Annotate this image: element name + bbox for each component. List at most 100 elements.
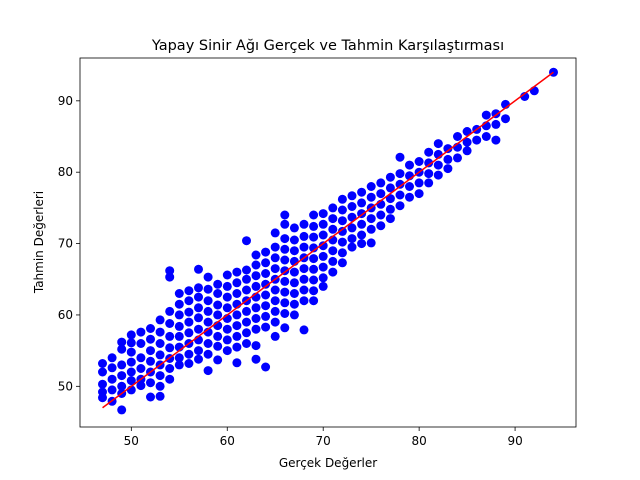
data-point-62: [184, 286, 194, 296]
data-point-226: [366, 214, 376, 224]
data-point-16: [117, 405, 127, 415]
data-point-11: [117, 344, 127, 354]
data-point-186: [309, 275, 319, 285]
data-point-209: [337, 248, 347, 258]
data-point-234: [385, 172, 395, 182]
data-points: [98, 67, 558, 415]
data-point-47: [165, 306, 175, 316]
data-point-80: [203, 284, 213, 294]
data-point-267: [462, 137, 472, 147]
data-point-139: [261, 322, 271, 332]
data-point-110: [232, 331, 242, 341]
data-point-65: [184, 317, 194, 327]
data-point-99: [222, 303, 232, 313]
data-point-66: [184, 328, 194, 338]
data-point-75: [194, 324, 203, 334]
data-point-108: [232, 310, 242, 320]
data-point-71: [194, 283, 203, 293]
data-point-2: [98, 379, 107, 389]
data-point-208: [337, 237, 347, 247]
data-point-212: [347, 202, 357, 211]
data-point-14: [117, 381, 127, 391]
data-point-238: [385, 214, 395, 224]
y-tick-label-70: 70: [58, 237, 73, 251]
data-point-278: [501, 114, 510, 124]
data-point-49: [165, 331, 175, 341]
data-point-256: [433, 139, 443, 149]
data-point-149: [270, 317, 280, 327]
data-point-85: [203, 339, 213, 348]
data-point-213: [347, 212, 357, 222]
data-point-217: [357, 187, 367, 197]
data-point-114: [242, 265, 251, 275]
data-point-8: [107, 385, 117, 395]
data-point-255: [424, 178, 434, 188]
data-point-241: [395, 179, 405, 189]
data-point-260: [443, 144, 453, 154]
data-point-60: [174, 353, 184, 363]
data-point-50: [165, 343, 175, 353]
data-point-190: [318, 219, 328, 229]
x-tick-label-50: 50: [124, 434, 139, 448]
data-point-185: [309, 264, 319, 274]
data-point-44: [155, 391, 165, 401]
x-axis-label: Gerçek Değerler: [279, 456, 377, 470]
data-point-170: [289, 310, 299, 320]
data-point-154: [280, 244, 290, 254]
data-point-236: [385, 194, 395, 204]
data-point-132: [261, 247, 271, 257]
y-tick-label-50: 50: [58, 379, 73, 393]
data-point-215: [347, 234, 357, 244]
data-point-147: [270, 296, 280, 306]
data-point-169: [289, 299, 299, 309]
data-point-45: [165, 266, 175, 276]
data-point-162: [289, 223, 299, 233]
data-point-125: [251, 281, 261, 291]
data-point-148: [270, 306, 280, 316]
data-point-201: [328, 246, 338, 256]
data-point-146: [270, 285, 280, 295]
data-point-127: [251, 303, 261, 313]
data-point-73: [194, 303, 203, 313]
data-point-68: [184, 349, 194, 359]
data-point-4: [98, 393, 107, 403]
data-point-150: [270, 331, 280, 341]
data-point-54: [174, 289, 184, 298]
data-point-105: [232, 278, 242, 288]
y-tick-label-90: 90: [58, 94, 73, 108]
data-point-46: [165, 272, 175, 282]
y-tick-label-60: 60: [58, 308, 73, 322]
data-point-120: [242, 328, 251, 338]
data-point-39: [155, 339, 165, 348]
chart-title: Yapay Sinir Ağı Gerçek ve Tahmin Karşıla…: [151, 38, 504, 54]
data-point-91: [213, 310, 223, 320]
data-point-220: [357, 219, 367, 229]
data-point-78: [194, 354, 203, 364]
y-axis-label: Tahmin Değerleri: [32, 191, 46, 294]
data-point-102: [222, 335, 232, 345]
data-point-230: [376, 189, 386, 199]
data-point-130: [251, 341, 261, 351]
data-point-227: [366, 224, 376, 234]
data-point-263: [453, 132, 462, 141]
data-point-211: [347, 191, 357, 201]
data-point-82: [203, 306, 213, 316]
plot-frame: [79, 57, 577, 428]
data-point-26: [136, 353, 146, 363]
data-point-158: [280, 287, 290, 297]
data-point-173: [299, 242, 309, 252]
data-point-52: [165, 364, 175, 373]
data-point-70: [194, 264, 203, 274]
data-point-280: [529, 86, 539, 96]
data-point-216: [347, 242, 357, 252]
data-point-103: [222, 346, 232, 356]
data-point-77: [194, 346, 203, 356]
data-point-248: [414, 157, 424, 166]
data-point-22: [126, 376, 136, 386]
data-point-233: [376, 221, 386, 231]
data-point-140: [261, 362, 271, 372]
data-point-159: [280, 298, 290, 308]
data-point-202: [328, 256, 338, 266]
data-point-195: [318, 273, 328, 283]
